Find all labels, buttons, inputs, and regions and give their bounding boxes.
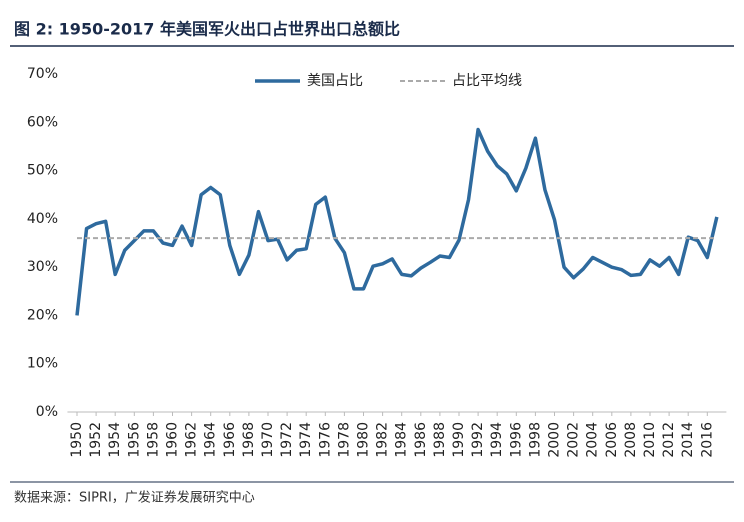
- x-tick-label: 2000: [547, 422, 563, 458]
- x-tick-label: 1980: [356, 422, 372, 458]
- x-tick-label: 1956: [126, 422, 142, 458]
- x-tick-label: 2002: [566, 422, 582, 458]
- x-tick-label: 1994: [489, 422, 505, 458]
- x-tick-label: 1982: [375, 422, 391, 458]
- legend-label: 美国占比: [307, 73, 363, 89]
- x-tick-label: 1970: [260, 422, 276, 458]
- y-tick-label: 50%: [27, 163, 58, 179]
- x-tick-label: 2012: [661, 422, 677, 458]
- y-tick-label: 30%: [27, 259, 58, 275]
- x-tick-label: 2010: [642, 422, 658, 458]
- x-tick-label: 1966: [222, 422, 238, 458]
- x-tick-label: 1962: [184, 422, 200, 458]
- x-tick-label: 1952: [88, 422, 104, 458]
- x-tick-label: 1964: [203, 422, 219, 458]
- x-tick-label: 2006: [604, 422, 620, 458]
- x-tick-label: 1972: [279, 422, 295, 458]
- y-tick-label: 70%: [27, 66, 58, 82]
- y-tick-label: 60%: [27, 114, 58, 130]
- x-tick-label: 1958: [145, 422, 161, 458]
- x-tick-label: 1984: [394, 422, 410, 458]
- x-tick-label: 1990: [451, 422, 467, 458]
- legend-label: 占比平均线: [452, 73, 522, 89]
- x-tick-label: 1950: [69, 422, 85, 458]
- x-tick-label: 1954: [107, 422, 123, 458]
- source: 数据来源：SIPRI，广发证券发展研究中心: [14, 490, 255, 506]
- x-tick-label: 1960: [165, 422, 181, 458]
- x-tick-label: 1986: [413, 422, 429, 458]
- x-tick-label: 1988: [432, 422, 448, 458]
- x-tick-label: 2008: [623, 422, 639, 458]
- x-tick-label: 1978: [336, 422, 352, 458]
- y-tick-label: 20%: [27, 307, 58, 323]
- x-tick-label: 1974: [298, 422, 314, 458]
- x-tick-label: 2016: [699, 422, 715, 458]
- y-tick-label: 10%: [27, 356, 58, 372]
- x-tick-label: 1968: [241, 422, 257, 458]
- y-tick-label: 0%: [36, 404, 58, 420]
- chart-title: 图 2: 1950-2017 年美国军火出口占世界出口总额比: [14, 20, 400, 39]
- x-tick-label: 1998: [527, 422, 543, 458]
- x-tick-label: 2004: [585, 422, 601, 458]
- data-line: [75, 127, 719, 316]
- x-tick-label: 2014: [680, 422, 696, 458]
- x-tick-label: 1992: [470, 422, 486, 458]
- x-tick-label: 1996: [508, 422, 524, 458]
- y-tick-label: 40%: [27, 211, 58, 227]
- x-tick-label: 1976: [317, 422, 333, 458]
